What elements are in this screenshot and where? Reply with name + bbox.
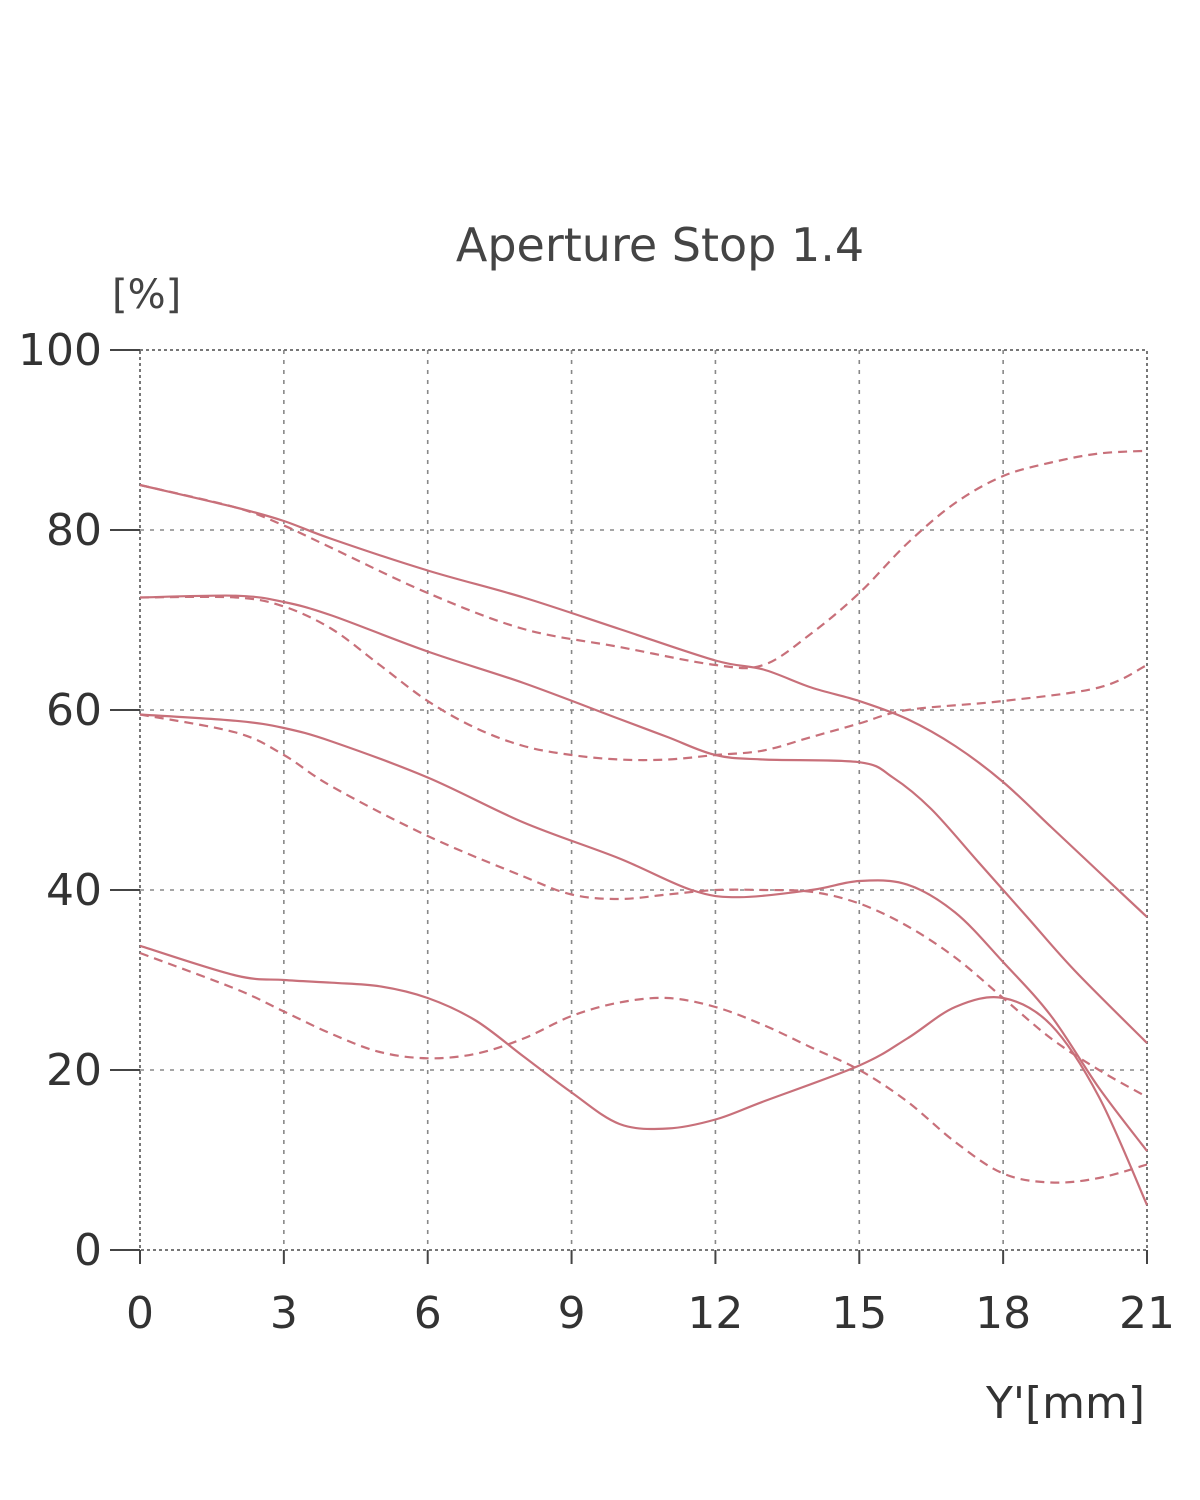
x-tick-label: 15 [831,1288,887,1339]
y-axis-label: [%] [112,272,182,318]
dashed-series-line-5 [139,449,1148,670]
dashed-series-line-6 [139,595,1148,762]
y-tick-label: 60 [46,685,102,736]
x-tick-label: 9 [558,1288,586,1339]
y-tick-label: 100 [18,325,102,376]
y-tick-label: 40 [46,865,102,916]
solid-series-line-1 [139,483,1148,918]
x-tick-label: 21 [1119,1288,1175,1339]
plot-frame [139,349,1148,1251]
x-tick-label: 3 [270,1288,298,1339]
x-tick-label: 6 [414,1288,442,1339]
dashed-series-line-7 [139,713,1148,1098]
solid-series-line-4 [139,944,1149,1206]
chart-title: Aperture Stop 1.4 [455,218,865,272]
x-tick-label: 12 [687,1288,743,1339]
solid-series-line-3 [139,713,1148,1152]
y-tick-label: 20 [46,1045,102,1096]
x-axis-label: Y'[mm] [985,1378,1145,1429]
dashed-series-line-8 [139,951,1148,1184]
y-tick-label: 80 [46,505,102,556]
x-tick-label: 0 [126,1288,154,1339]
solid-series-line-2 [139,594,1148,1044]
y-tick-label: 0 [74,1225,102,1276]
x-tick-label: 18 [975,1288,1031,1339]
